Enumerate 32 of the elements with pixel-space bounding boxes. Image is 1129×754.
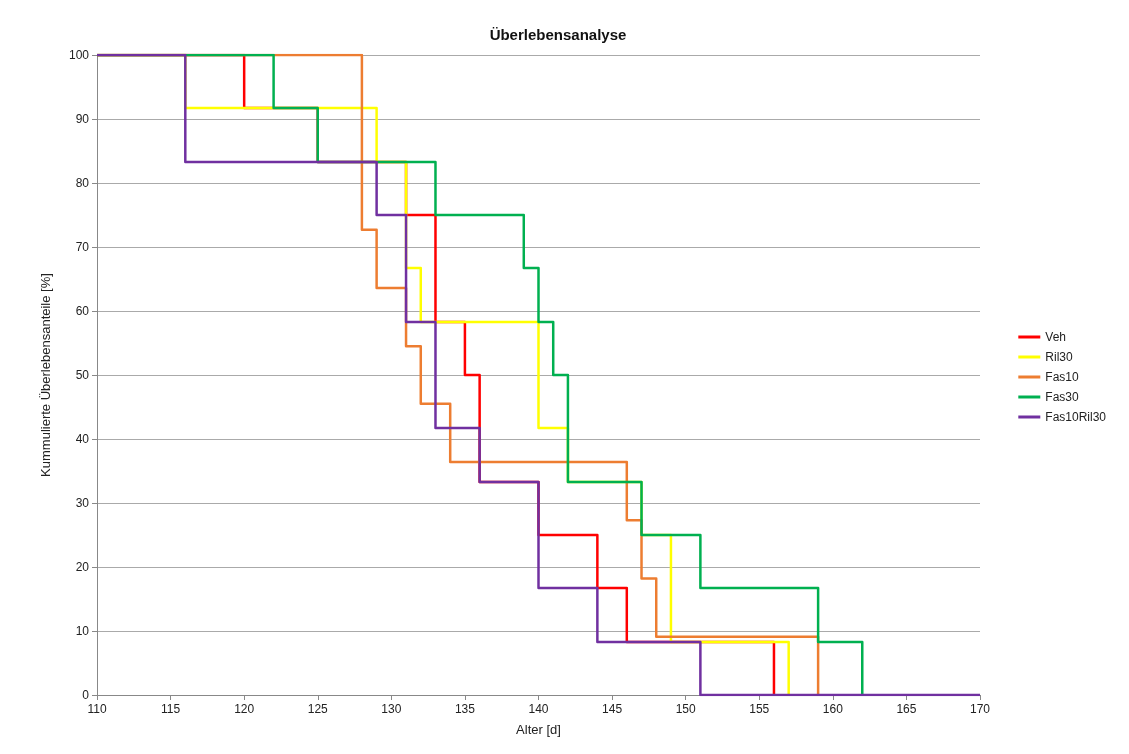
legend-label: Veh [1045,330,1067,344]
legend-label: Fas30 [1045,390,1079,404]
chart-title: Überlebensanalyse [489,26,627,43]
y-tick-label: 50 [75,368,90,382]
x-tick-label: 160 [822,702,844,716]
y-tick-label: 20 [75,560,90,574]
y-tick-label: 10 [75,624,90,638]
x-tick-label: 115 [161,702,181,716]
legend-label: Ril30 [1045,350,1073,364]
y-tick-label: 0 [82,688,90,702]
x-tick-label: 140 [528,702,549,716]
x-tick-label: 130 [381,702,402,716]
x-tick-label: 135 [454,702,476,716]
x-tick-label: 125 [307,702,329,716]
x-tick-label: 170 [969,702,991,716]
x-tick-label: 120 [234,702,255,716]
y-tick-label: 70 [75,240,90,254]
y-tick-label: 40 [75,432,90,446]
x-tick-label: 110 [87,702,107,716]
y-tick-label: 60 [75,304,90,318]
x-tick-label: 145 [602,702,623,716]
x-tick-label: 155 [749,702,770,716]
y-tick-label: 30 [75,496,90,510]
legend-label: Fas10Ril30 [1045,410,1107,424]
y-tick-label: 90 [75,112,90,126]
y-tick-label: 80 [75,176,90,190]
y-axis-title: Kummulierte Überlebensanteile [%] [38,273,53,477]
y-tick-label: 100 [68,48,90,62]
x-axis-title: Alter [d] [516,722,561,737]
x-tick-label: 165 [896,702,917,716]
legend-label: Fas10 [1045,370,1079,384]
x-tick-label: 150 [675,702,696,716]
